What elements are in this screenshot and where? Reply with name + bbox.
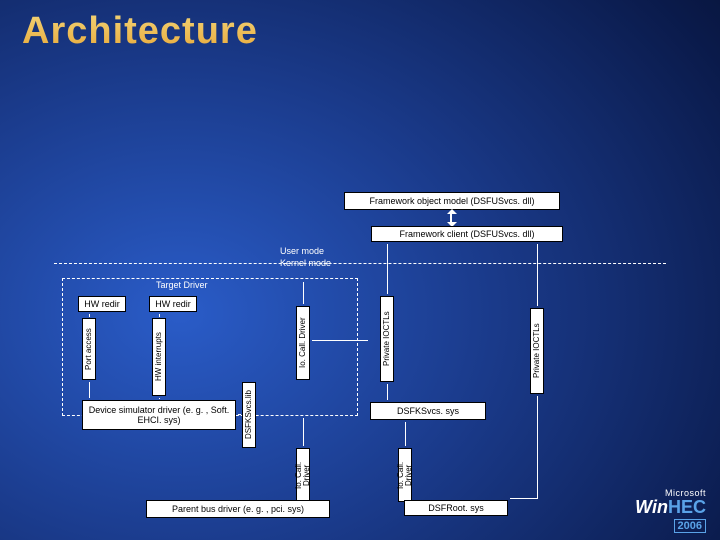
- arrowhead-up: [447, 209, 457, 214]
- logo-win: Win: [635, 497, 668, 517]
- mode-divider: [54, 263, 666, 264]
- logo-winhec: WinHEC: [635, 498, 706, 516]
- box-hw-interrupts: HW interrupts: [152, 318, 166, 396]
- box-framework-object-model: Framework object model (DSFUSvcs. dll): [344, 192, 560, 210]
- box-port-access: Port access: [82, 318, 96, 380]
- label-kernel-mode: Kernel mode: [280, 258, 331, 268]
- arrow-client-ioctl1: [387, 244, 388, 294]
- box-iocalldriver-3: Io. Call. Driver: [398, 448, 412, 502]
- box-framework-client: Framework client (DSFUSvcs. dll): [371, 226, 563, 242]
- box-dsfroot: DSFRoot. sys: [404, 500, 508, 516]
- box-parent-bus: Parent bus driver (e. g. , pci. sys): [146, 500, 330, 518]
- arrow-target-io2: [303, 418, 304, 446]
- box-device-simulator: Device simulator driver (e. g. , Soft. E…: [82, 400, 236, 430]
- logo-year: 2006: [674, 519, 706, 533]
- box-iocalldriver-1: Io. Call. Driver: [296, 306, 310, 380]
- architecture-diagram: Framework object model (DSFUSvcs. dll) F…: [0, 0, 720, 540]
- box-iocalldriver-2: Io. Call. Driver: [296, 448, 310, 502]
- box-hw-redir-2: HW redir: [149, 296, 197, 312]
- arrow-ioctl1-sys: [387, 384, 388, 400]
- arrow-sim-lib: [238, 414, 241, 415]
- arrow-hw1-port: [89, 314, 90, 317]
- box-hw-redir-1: HW redir: [78, 296, 126, 312]
- arrow-int-sim: [159, 398, 160, 399]
- arrow-ioctl2-root: [537, 396, 538, 498]
- winhec-logo: Microsoft WinHEC 2006: [635, 488, 706, 534]
- box-dsfksvcs-sys: DSFKSvcs. sys: [370, 402, 486, 420]
- arrow-ioctl2-root-h: [510, 498, 538, 499]
- label-target-driver: Target Driver: [156, 280, 208, 290]
- arrow-hw2-int: [159, 314, 160, 317]
- arrow-sys-io3: [405, 422, 406, 446]
- arrow-client-ioctl2: [537, 244, 538, 306]
- arrow-io1-sys: [312, 340, 368, 341]
- box-private-ioctls-2: Private IOCTLs: [530, 308, 544, 394]
- logo-hec: HEC: [668, 497, 706, 517]
- box-private-ioctls-1: Private IOCTLs: [380, 296, 394, 382]
- box-dsfksvcs-lib: DSFKSvcs.lib: [242, 382, 256, 448]
- arrow-target-io1: [303, 282, 304, 304]
- label-user-mode: User mode: [280, 246, 324, 256]
- arrow-port-sim: [89, 382, 90, 398]
